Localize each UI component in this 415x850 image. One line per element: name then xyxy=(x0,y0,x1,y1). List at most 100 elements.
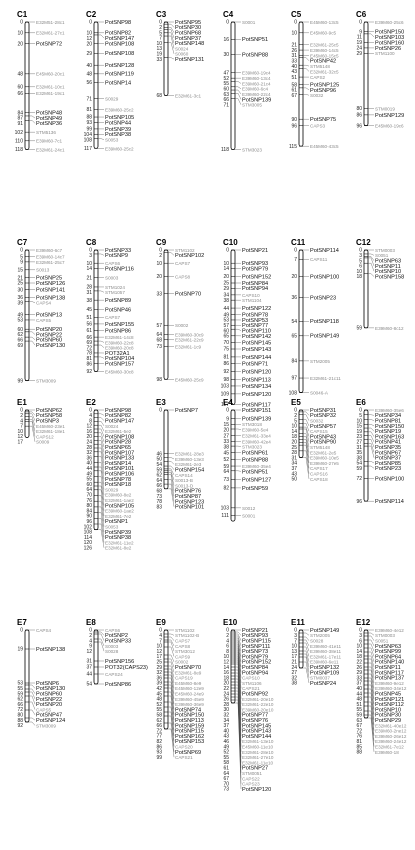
marker-connector xyxy=(235,663,242,721)
marker-position: 10 xyxy=(356,644,362,650)
marker-name: E39M60-38e11 xyxy=(310,649,342,654)
marker-name: PotSNP35 xyxy=(375,445,401,451)
marker-name: CAPS17 xyxy=(310,466,328,471)
chromosome-e1: E10 PotSNP62 2 PotSNP58 4 PotSNP3 7 E45M60-23e1… xyxy=(17,398,65,446)
marker-name: PotSNP86 xyxy=(105,682,131,688)
marker-position: 33 xyxy=(291,58,297,64)
marker-position: 10 xyxy=(356,418,362,424)
marker-name: PotSNP121 xyxy=(375,697,404,703)
marker-name: E39M60-8c12 xyxy=(375,326,404,331)
marker-name: E39M60-34e12 xyxy=(375,686,407,691)
marker-connector xyxy=(29,115,36,119)
marker-name: PotSNP131 xyxy=(175,57,204,63)
marker-name: PotSNP65 xyxy=(105,445,131,451)
chromosome-c6: C60 E39M60-25c6 9 PotSNP150 11 PotSNP103 19 Pot… xyxy=(356,10,404,129)
marker-name: PotSNP32 xyxy=(310,413,336,419)
marker-connector xyxy=(98,451,105,469)
marker-connector xyxy=(168,684,175,710)
marker-position: 120 xyxy=(84,540,93,546)
marker-connector xyxy=(29,425,36,442)
marker-position: 24 xyxy=(291,665,297,671)
marker-connector xyxy=(303,646,310,657)
marker-position: 62 xyxy=(17,697,23,703)
marker-name: PotSNP110 xyxy=(242,328,271,334)
marker-position: 66 xyxy=(156,723,162,729)
marker-position: 36 xyxy=(86,455,92,461)
marker-position: 31 xyxy=(86,659,92,665)
marker-position: 9 xyxy=(359,29,362,35)
marker-name: STM3012 xyxy=(175,649,195,654)
marker-position: 75 xyxy=(223,347,229,353)
marker-position: 88 xyxy=(17,718,23,724)
marker-position: 10 xyxy=(223,261,229,267)
marker-name: PotSNP106 xyxy=(105,472,134,478)
marker-position: 64 xyxy=(86,487,92,493)
marker-position: 29 xyxy=(86,51,92,57)
marker-position: 0 xyxy=(294,248,297,254)
marker-position: 80 xyxy=(17,713,23,719)
marker-name: PotSNP84 xyxy=(242,665,268,671)
chromosome-title: E9 xyxy=(156,618,166,627)
marker-position: 10 xyxy=(86,31,92,37)
marker-position: 60 xyxy=(86,482,92,488)
marker-name: PotSNP120 xyxy=(242,392,271,398)
marker-connector xyxy=(29,709,36,715)
marker-connector xyxy=(368,717,375,752)
chromosome-c2: C20 PotSNP98 10 PotSNP82 12 PotSNP147 20 PotSNP… xyxy=(84,10,135,152)
marker-name: PotSNP70 xyxy=(175,665,201,671)
marker-position: 80 xyxy=(356,106,362,112)
marker-position: 32 xyxy=(156,670,162,676)
chromosome-e3: E30 PotSNP7 46 E32M61-28e3 50 E39M60-13e3 54 E3… xyxy=(156,398,204,511)
marker-position: 88 xyxy=(356,750,362,756)
marker-position: 117 xyxy=(84,146,92,152)
marker-position: 9 xyxy=(20,260,23,266)
marker-position: 29 xyxy=(356,670,362,676)
marker-name: PotSNP7 xyxy=(175,408,198,414)
marker-connector xyxy=(235,445,242,447)
marker-name: PotSNP44 xyxy=(105,120,131,126)
marker-position: 49 xyxy=(17,312,23,318)
marker-position: 53 xyxy=(223,318,229,324)
chromosome-e8: E80 CAPS6 2 PotSNP2 4 PotSNP33 9 S0003 12 S0028 31… xyxy=(86,618,148,688)
marker-position: 5 xyxy=(159,30,162,36)
marker-name: PotSNP128 xyxy=(105,63,134,69)
marker-name: E39M60-20e10 xyxy=(242,707,274,712)
marker-position: 58 xyxy=(156,713,162,719)
marker-connector xyxy=(98,638,105,646)
marker-position: 40 xyxy=(223,728,229,734)
marker-name: STM1024 xyxy=(105,285,125,290)
marker-name: PotSNP36 xyxy=(36,121,62,127)
marker-connector xyxy=(98,631,105,636)
marker-position: 0 xyxy=(359,408,362,414)
marker-name: PotSNP133 xyxy=(105,456,134,462)
marker-position: 114 xyxy=(84,535,92,541)
marker-position: 92 xyxy=(223,369,229,375)
marker-position: 0 xyxy=(226,20,229,26)
marker-position: 86 xyxy=(156,744,162,750)
marker-position: 96 xyxy=(356,499,362,505)
marker-name: PotSNP114 xyxy=(375,499,404,505)
marker-name: CAPS22 xyxy=(242,776,260,781)
marker-name: PotSNP6 xyxy=(36,681,59,687)
marker-name: CAPS10 xyxy=(242,293,260,298)
marker-position: 53 xyxy=(17,681,23,687)
marker-position: 0 xyxy=(359,628,362,634)
marker-name: PotSNP85 xyxy=(375,461,401,467)
marker-name: E32M61-18e1 xyxy=(36,429,65,434)
marker-connector xyxy=(235,470,242,472)
marker-connector xyxy=(168,23,175,28)
marker-position: 45 xyxy=(86,307,92,313)
marker-connector xyxy=(29,691,36,699)
marker-connector xyxy=(368,431,375,437)
marker-position: 117 xyxy=(221,402,229,408)
marker-name: E45M60-30c8 xyxy=(105,369,134,374)
marker-connector xyxy=(235,657,242,705)
marker-position: 54 xyxy=(156,462,162,468)
marker-connector xyxy=(235,655,242,699)
marker-name: CAPS14 xyxy=(175,473,193,478)
marker-connector xyxy=(29,684,36,689)
marker-name: E45M60-9c5 xyxy=(310,31,336,36)
marker-position: 37 xyxy=(356,681,362,687)
marker-name: PotSNP43 xyxy=(310,434,336,440)
marker-name: STM3023 xyxy=(242,147,262,152)
